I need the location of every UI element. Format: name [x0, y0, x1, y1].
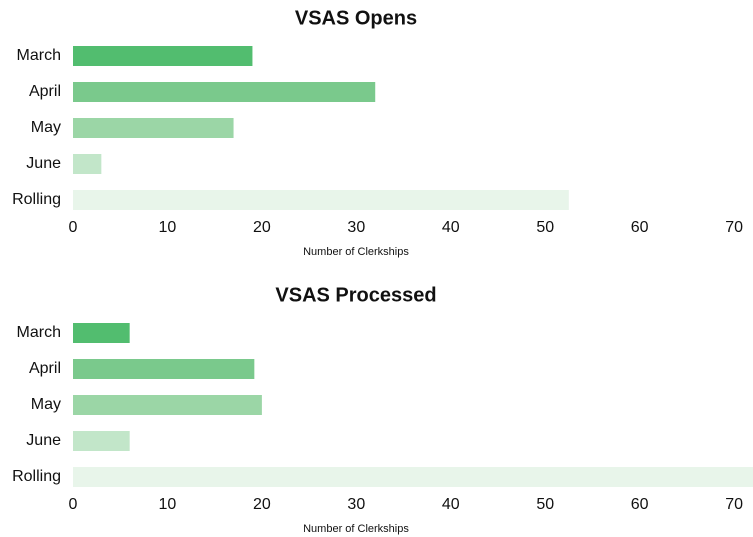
- y-tick-label: June: [26, 155, 61, 172]
- x-tick-label: 60: [631, 219, 649, 236]
- x-tick-label: 70: [725, 219, 743, 236]
- y-tick-label: Rolling: [12, 191, 61, 208]
- x-tick-label: 10: [159, 219, 177, 236]
- y-tick-label: March: [17, 47, 61, 64]
- x-tick-label: 70: [725, 496, 743, 513]
- x-tick-label: 0: [69, 496, 78, 513]
- bar: [73, 190, 569, 210]
- x-tick-label: 0: [69, 219, 78, 236]
- y-tick-label: Rolling: [12, 468, 61, 485]
- x-axis-label: Number of Clerkships: [303, 523, 409, 535]
- x-tick-label: 20: [253, 496, 271, 513]
- x-tick-label: 30: [347, 219, 365, 236]
- x-tick-label: 40: [442, 219, 460, 236]
- x-tick-label: 40: [442, 496, 460, 513]
- bar: [73, 395, 262, 415]
- x-tick-label: 50: [536, 496, 554, 513]
- chart-title: VSAS Processed: [275, 284, 436, 306]
- x-tick-label: 20: [253, 219, 271, 236]
- bar: [73, 154, 102, 174]
- x-tick-label: 60: [631, 496, 649, 513]
- y-tick-label: June: [26, 432, 61, 449]
- chart-title: VSAS Opens: [295, 7, 417, 29]
- bar: [73, 118, 234, 138]
- x-tick-label: 10: [159, 496, 177, 513]
- bar: [73, 82, 376, 102]
- bar: [73, 359, 255, 379]
- bar: [73, 431, 130, 451]
- x-tick-label: 50: [536, 219, 554, 236]
- y-tick-label: May: [31, 119, 61, 136]
- y-tick-label: March: [17, 324, 61, 341]
- x-tick-label: 30: [347, 496, 365, 513]
- y-tick-label: May: [31, 396, 61, 413]
- y-tick-label: April: [29, 83, 61, 100]
- x-axis-label: Number of Clerkships: [303, 246, 409, 258]
- bar: [73, 467, 753, 487]
- bar: [73, 323, 130, 343]
- bar: [73, 46, 253, 66]
- y-tick-label: April: [29, 360, 61, 377]
